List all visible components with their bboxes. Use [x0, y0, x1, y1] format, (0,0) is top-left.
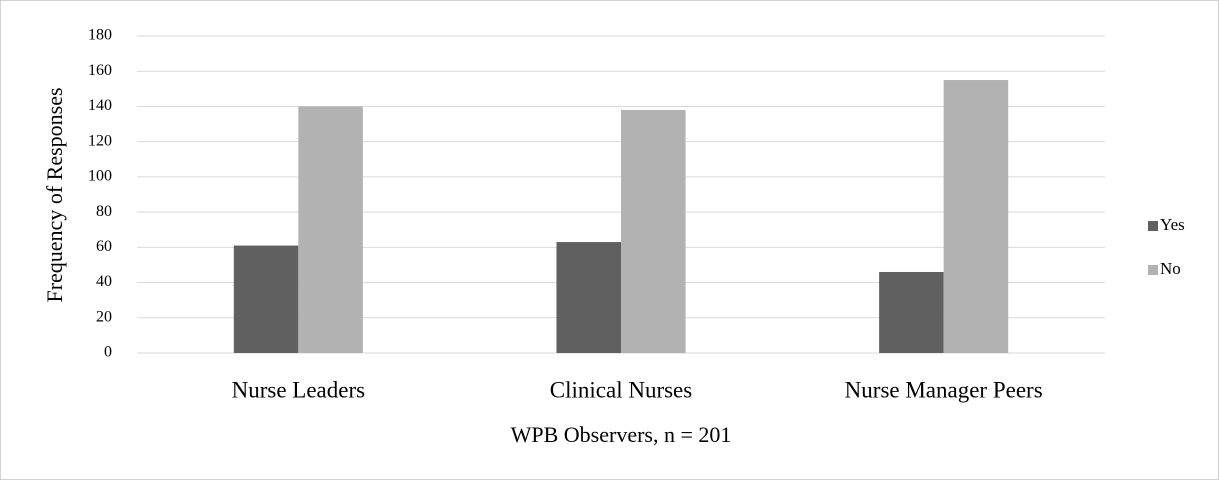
y-tick-label: 60: [96, 238, 112, 255]
y-axis-label: Frequency of Responses: [42, 87, 67, 302]
y-tick-label: 80: [96, 203, 112, 220]
x-tick-label: Nurse Manager Peers: [845, 377, 1043, 402]
x-axis-label: WPB Observers, n = 201: [511, 422, 732, 447]
legend-swatch: [1148, 265, 1158, 275]
y-tick-label: 20: [96, 308, 112, 325]
y-tick-label: 120: [88, 132, 112, 149]
y-tick-label: 0: [104, 344, 112, 361]
bar: [233, 245, 299, 353]
legend-label: Yes: [1160, 215, 1185, 234]
legend-swatch: [1148, 221, 1158, 231]
bar: [621, 109, 686, 353]
bar: [943, 80, 1009, 354]
y-tick-label: 140: [88, 97, 112, 114]
y-tick-label: 40: [96, 273, 112, 290]
bar: [298, 106, 363, 353]
y-tick-label: 100: [88, 168, 112, 185]
y-tick-label: 160: [88, 62, 112, 79]
x-tick-label: Clinical Nurses: [550, 377, 692, 402]
x-tick-label: Nurse Leaders: [232, 377, 366, 402]
bar: [556, 242, 621, 353]
legend-label: No: [1160, 259, 1181, 278]
bar: [879, 271, 944, 353]
y-tick-label: 180: [88, 27, 112, 44]
